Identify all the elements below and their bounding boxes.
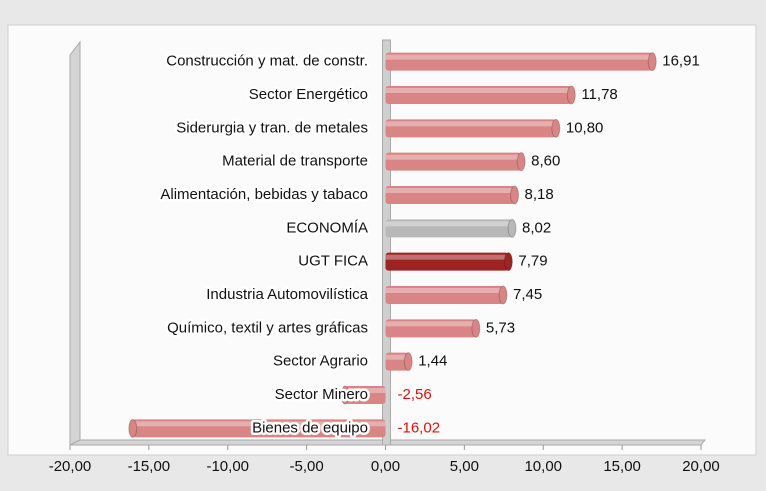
bar-highlight <box>132 421 386 427</box>
category-label: Químico, textil y artes gráficas <box>167 319 368 336</box>
bar <box>385 286 504 304</box>
value-label: 1,44 <box>418 353 447 370</box>
bar <box>132 419 386 438</box>
bar-highlight <box>385 354 409 360</box>
bar <box>385 352 409 371</box>
category-label: ECONOMÍA <box>286 219 368 236</box>
bar-cap <box>128 418 138 438</box>
left-wall <box>69 40 81 446</box>
bar-cap <box>340 385 350 405</box>
bar <box>385 219 513 238</box>
bar <box>385 52 653 71</box>
bar-cap <box>507 218 517 238</box>
category-label: Sector Minero <box>275 386 368 403</box>
value-label: 8,60 <box>531 153 560 170</box>
category-label: Siderurgia y tran. de metales <box>176 119 368 136</box>
x-tick-label: 20,00 <box>682 458 720 475</box>
value-label: 8,18 <box>525 186 554 203</box>
value-label: 10,80 <box>566 119 604 136</box>
category-label: Sector Energético <box>249 86 368 103</box>
bar <box>385 119 556 138</box>
bar <box>345 386 386 404</box>
value-label: 7,79 <box>518 253 547 270</box>
x-tick-label: -5,00 <box>290 458 324 475</box>
bar <box>385 252 509 271</box>
bar-highlight <box>385 221 513 227</box>
bar-highlight <box>385 188 515 193</box>
bar-highlight <box>345 388 386 393</box>
bar-highlight <box>385 54 653 60</box>
category-label: Industria Automovilística <box>206 286 368 303</box>
category-label: UGT FICA <box>298 253 368 270</box>
category-label: Sector Agrario <box>273 353 368 370</box>
x-tick-label: 0,00 <box>371 458 400 475</box>
x-tick-label: -20,00 <box>49 458 92 475</box>
bar-cap <box>516 152 526 172</box>
bar <box>385 319 476 338</box>
bar-cap <box>403 352 413 372</box>
x-tick-label: 15,00 <box>603 458 641 475</box>
x-tick-label: 5,00 <box>450 458 479 475</box>
bar-cap <box>498 285 508 305</box>
bar-highlight <box>385 121 556 127</box>
bar-highlight <box>385 321 476 327</box>
x-tick-label: -15,00 <box>128 458 171 475</box>
bar-highlight <box>385 88 572 93</box>
value-label: 5,73 <box>486 319 515 336</box>
bar <box>385 86 572 104</box>
value-label: 16,91 <box>662 53 700 70</box>
value-label: 8,02 <box>522 219 551 236</box>
bar-highlight <box>385 254 509 260</box>
zero-axis <box>382 39 391 446</box>
bar-cap <box>647 52 657 72</box>
bar <box>385 152 522 171</box>
value-label: 7,45 <box>513 286 542 303</box>
category-label: Alimentación, bebidas y tabaco <box>160 186 368 203</box>
bar-cap <box>566 85 576 105</box>
x-tick-label: -10,00 <box>206 458 249 475</box>
category-label: Construcción y mat. de constr. <box>166 53 368 70</box>
value-label: -16,02 <box>398 419 441 436</box>
bar-cap <box>471 318 481 338</box>
bar-cap <box>551 118 561 138</box>
category-label: Material de transporte <box>222 153 368 170</box>
category-label: Bienes de equipo <box>252 419 368 436</box>
value-label: 11,78 <box>581 86 617 103</box>
value-label: -2,56 <box>398 386 432 403</box>
bar <box>385 186 515 204</box>
bar-cap <box>503 252 513 272</box>
x-tick-label: 10,00 <box>524 458 562 475</box>
bar-cap <box>510 185 520 205</box>
bar-highlight <box>385 154 522 160</box>
bar-highlight <box>385 288 504 293</box>
